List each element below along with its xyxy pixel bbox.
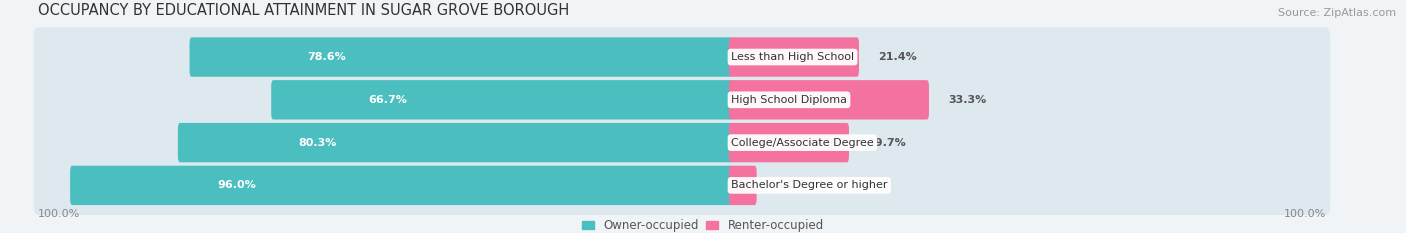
- FancyBboxPatch shape: [34, 156, 1330, 215]
- Text: College/Associate Degree: College/Associate Degree: [731, 138, 873, 148]
- Text: 19.7%: 19.7%: [868, 138, 907, 148]
- Text: 100.0%: 100.0%: [1284, 209, 1326, 219]
- Text: Source: ZipAtlas.com: Source: ZipAtlas.com: [1278, 8, 1396, 18]
- Text: 66.7%: 66.7%: [368, 95, 408, 105]
- FancyBboxPatch shape: [179, 123, 733, 162]
- FancyBboxPatch shape: [34, 70, 1330, 129]
- Text: 78.6%: 78.6%: [307, 52, 346, 62]
- Text: High School Diploma: High School Diploma: [731, 95, 846, 105]
- FancyBboxPatch shape: [728, 80, 929, 120]
- Text: 100.0%: 100.0%: [38, 209, 80, 219]
- FancyBboxPatch shape: [70, 166, 733, 205]
- Text: 80.3%: 80.3%: [298, 138, 337, 148]
- Text: 33.3%: 33.3%: [948, 95, 986, 105]
- FancyBboxPatch shape: [728, 123, 849, 162]
- Text: Less than High School: Less than High School: [731, 52, 853, 62]
- FancyBboxPatch shape: [728, 37, 859, 77]
- FancyBboxPatch shape: [728, 166, 756, 205]
- FancyBboxPatch shape: [190, 37, 733, 77]
- Text: 96.0%: 96.0%: [218, 180, 256, 190]
- FancyBboxPatch shape: [34, 113, 1330, 172]
- FancyBboxPatch shape: [271, 80, 733, 120]
- Legend: Owner-occupied, Renter-occupied: Owner-occupied, Renter-occupied: [582, 219, 824, 232]
- Text: Bachelor's Degree or higher: Bachelor's Degree or higher: [731, 180, 887, 190]
- Text: OCCUPANCY BY EDUCATIONAL ATTAINMENT IN SUGAR GROVE BOROUGH: OCCUPANCY BY EDUCATIONAL ATTAINMENT IN S…: [38, 3, 569, 18]
- Text: 21.4%: 21.4%: [877, 52, 917, 62]
- Text: 4.0%: 4.0%: [776, 180, 807, 190]
- FancyBboxPatch shape: [34, 27, 1330, 87]
